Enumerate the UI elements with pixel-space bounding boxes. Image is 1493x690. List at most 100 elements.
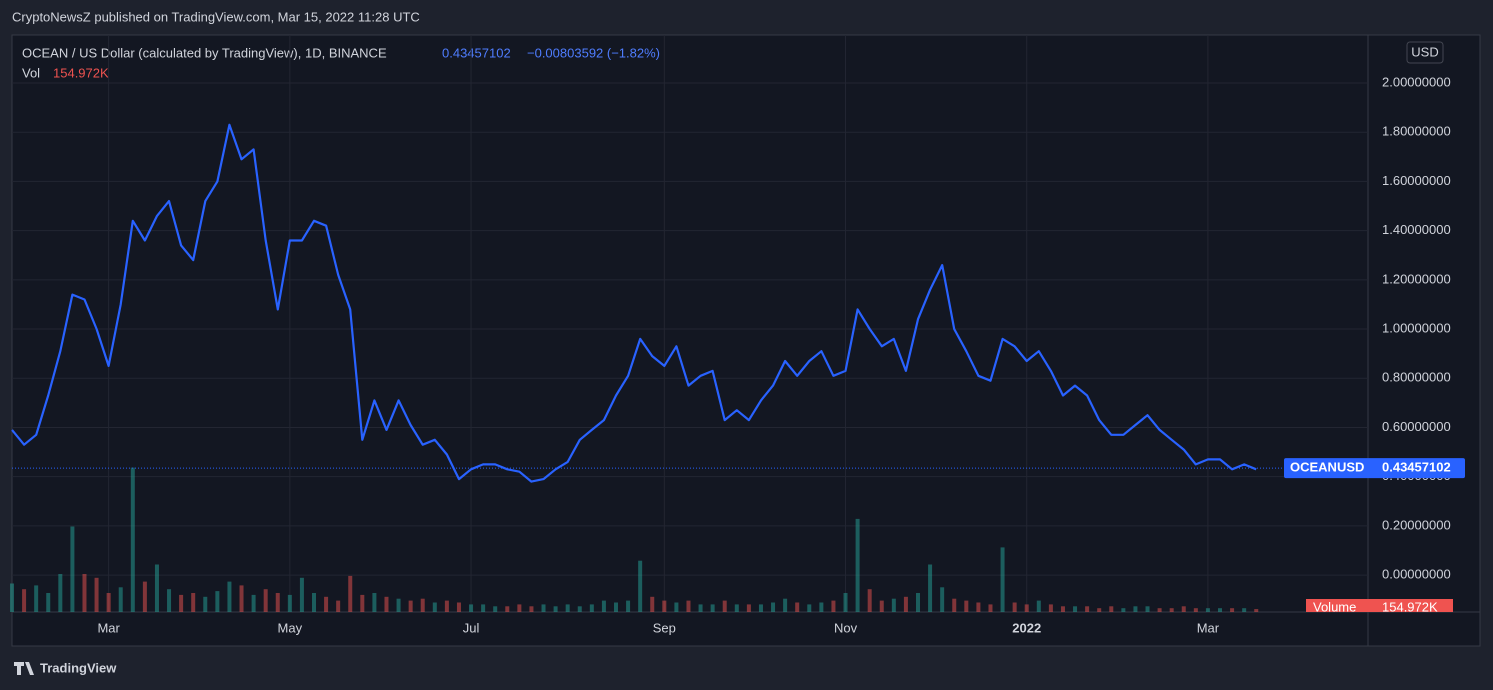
volume-bar [34,585,39,612]
volume-bar [106,593,111,612]
volume-bar [807,604,812,612]
volume-bar [239,585,244,612]
volume-bar [577,606,582,612]
volume-bar [130,467,135,612]
volume-bar [722,600,727,612]
volume-bar [58,574,63,612]
volume-bar [626,600,631,612]
volume-bar [456,602,461,612]
volume-bar [408,600,413,612]
volume-bar [710,604,715,612]
y-tick-label: 0.00000000 [1382,567,1451,582]
volume-bar [819,602,824,612]
last-price-tag [1284,458,1465,479]
y-tick-label: 2.00000000 [1382,74,1451,89]
volume-bar [891,598,896,612]
volume-bar [734,604,739,612]
volume-bar [179,594,184,612]
volume-bar [275,593,280,612]
volume-bar [988,604,993,612]
volume-tag-value: 154.972K [1382,599,1438,614]
x-tick-label: Sep [653,620,676,635]
y-tick-label: 1.40000000 [1382,222,1451,237]
volume-bar [638,560,643,612]
volume-bar [299,577,304,612]
volume-bar [1133,606,1138,612]
volume-bar [541,604,546,612]
volume-bar [46,593,51,612]
volume-bar [879,600,884,612]
volume-bar [867,589,872,612]
volume-bar [142,581,147,612]
volume-bar [1230,608,1235,612]
volume-bar [916,593,920,612]
volume-bar [1157,608,1162,612]
volume-bar [1145,606,1150,612]
volume-bar [855,518,860,612]
volume-bar [674,602,679,612]
volume-bar [118,587,123,612]
volume-bar [1121,608,1126,612]
volume-bar [287,594,292,612]
x-tick-label: Nov [834,620,858,635]
volume-bar [614,602,618,612]
volume-bar [783,598,788,612]
volume-bar [601,600,606,612]
volume-bar [384,596,389,612]
volume-bar [650,596,655,612]
volume-bar [191,593,196,612]
volume-bar [94,577,99,612]
volume-bar [517,604,522,612]
footer-brand: TradingView [40,660,117,675]
volume-bar [831,600,836,612]
volume-bar [795,602,800,612]
volume-bar [698,604,703,612]
x-tick-label: May [278,620,303,635]
volume-bar [529,606,534,612]
header-last-price: 0.43457102 [442,45,511,60]
chart-title: OCEAN / US Dollar (calculated by Trading… [22,45,387,60]
volume-bar [843,593,848,612]
volume-bar [1036,600,1041,612]
y-tick-label: 1.60000000 [1382,173,1451,188]
volume-bar [553,606,558,612]
volume-bar [940,587,945,612]
volume-bar [771,602,776,612]
volume-bar [976,602,981,612]
volume-bar [565,604,570,612]
volume-bar [432,602,437,612]
publish-header: CryptoNewsZ published on TradingView.com… [12,9,420,24]
volume-bar [1242,608,1247,612]
volume-bar [10,583,14,612]
volume-bar [1000,547,1005,612]
volume-bar [22,589,27,612]
volume-bar [1060,606,1065,612]
volume-bar [746,604,751,612]
volume-bar [1218,608,1222,612]
volume-bar [493,606,498,612]
volume-bar [263,589,268,612]
volume-bar [1024,604,1029,612]
volume-bar [1109,606,1114,612]
currency-label[interactable]: USD [1411,44,1438,59]
volume-bar [589,604,594,612]
volume-bar [324,596,329,612]
currency-box[interactable] [1406,41,1444,64]
volume-bar [348,575,353,612]
volume-bar [1205,608,1210,612]
volume-bar [1073,606,1078,612]
volume-tag [1306,599,1453,612]
volume-bar [481,604,486,612]
y-tick-label: 1.80000000 [1382,124,1451,139]
volume-bar [662,600,667,612]
y-tick-label: 1.00000000 [1382,320,1451,335]
last-price-label: 0.43457102 [1382,460,1451,475]
x-tick-label: Mar [97,620,120,635]
grid [12,35,1368,612]
volume-bar [903,596,908,612]
logo-icon [14,662,34,675]
price-pane [11,123,1368,483]
volume-bar [964,600,969,612]
x-tick-label: 2022 [1012,620,1041,635]
